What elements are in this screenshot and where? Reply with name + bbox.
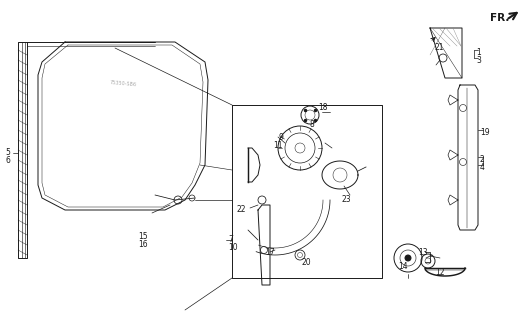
Text: 9: 9	[278, 133, 283, 142]
Text: 22: 22	[237, 205, 247, 214]
Text: 13: 13	[418, 248, 427, 257]
Text: 6: 6	[5, 156, 10, 165]
Text: 11: 11	[273, 141, 283, 150]
Text: 3: 3	[476, 56, 481, 65]
Text: 14: 14	[398, 262, 408, 271]
Text: 20: 20	[302, 258, 312, 267]
Text: 23: 23	[342, 195, 352, 204]
Text: 1: 1	[476, 48, 481, 57]
Text: FR.: FR.	[490, 13, 509, 23]
Text: 15: 15	[138, 232, 148, 241]
Text: 17: 17	[265, 248, 275, 257]
Circle shape	[405, 255, 411, 261]
Text: 10: 10	[228, 243, 238, 252]
Text: 16: 16	[138, 240, 148, 249]
Text: 5: 5	[5, 148, 10, 157]
Text: 8: 8	[310, 120, 315, 129]
Text: 75350-SB6: 75350-SB6	[110, 80, 138, 87]
Text: 12: 12	[435, 268, 444, 277]
Text: 21: 21	[435, 43, 444, 52]
Text: 19: 19	[480, 128, 490, 137]
Text: 7: 7	[228, 235, 233, 244]
Text: 2: 2	[480, 155, 485, 164]
Text: 18: 18	[318, 103, 327, 112]
Text: 4: 4	[480, 163, 485, 172]
